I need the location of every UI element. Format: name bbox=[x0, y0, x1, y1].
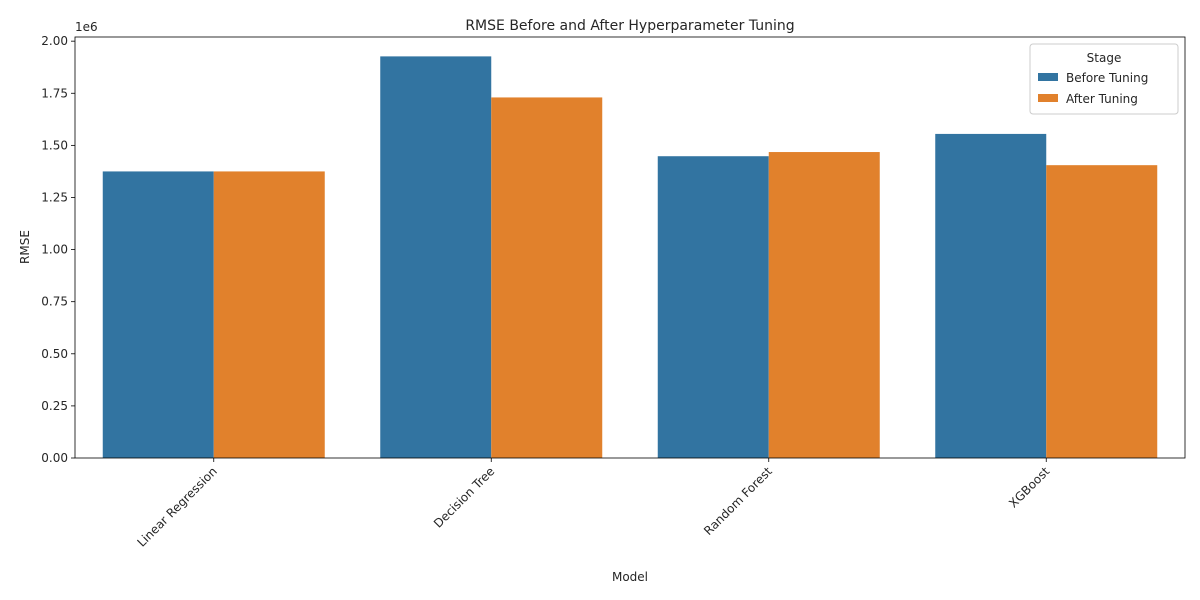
bar-before-tuning-xgboost bbox=[935, 133, 1047, 458]
y-tick-label: 0.50 bbox=[41, 347, 68, 361]
y-tick-label: 1.25 bbox=[41, 190, 68, 204]
bar-before-tuning-random-forest bbox=[657, 156, 769, 458]
y-offset-label: 1e6 bbox=[75, 20, 98, 34]
bar-after-tuning-xgboost bbox=[1046, 165, 1158, 459]
legend-label-after: After Tuning bbox=[1066, 92, 1138, 106]
y-tick-label: 0.00 bbox=[41, 451, 68, 465]
legend-label-before: Before Tuning bbox=[1066, 71, 1148, 85]
plot-frame bbox=[74, 36, 1186, 459]
y-tick-label: 0.75 bbox=[41, 295, 68, 309]
y-axis: 0.00 0.25 0.50 0.75 1.00 1.25 1.50 1.75 2.00 bbox=[41, 34, 75, 465]
legend-box bbox=[1029, 43, 1179, 115]
bar-after-tuning-linear-regression bbox=[213, 171, 325, 458]
y-tick-label: 1.00 bbox=[41, 243, 68, 257]
bar-after-tuning-random-forest bbox=[768, 152, 880, 459]
chart-title: RMSE Before and After Hyperparameter Tun… bbox=[465, 18, 794, 34]
x-tick-label: Linear Regression bbox=[134, 464, 219, 549]
bar-after-tuning-decision-tree bbox=[491, 97, 603, 458]
y-tick-label: 1.75 bbox=[41, 86, 68, 100]
bars-group bbox=[102, 56, 1158, 459]
x-tick-label: Decision Tree bbox=[431, 464, 497, 530]
y-axis-title: RMSE bbox=[18, 230, 32, 264]
y-tick-label: 0.25 bbox=[41, 399, 68, 413]
x-tick-label: XGBoost bbox=[1006, 464, 1052, 510]
x-axis: Linear Regression Decision Tree Random For… bbox=[134, 458, 1053, 550]
legend-swatch-after bbox=[1038, 94, 1058, 102]
legend-swatch-before bbox=[1038, 73, 1058, 81]
x-tick-label: Random Forest bbox=[701, 464, 775, 538]
y-tick-label: 1.50 bbox=[41, 138, 68, 152]
x-axis-title: Model bbox=[612, 570, 648, 584]
legend-title: Stage bbox=[1087, 51, 1122, 65]
legend: Stage Before Tuning After Tuning bbox=[1029, 43, 1179, 115]
bar-before-tuning-linear-regression bbox=[102, 171, 214, 458]
y-tick-label: 2.00 bbox=[41, 34, 68, 48]
bar-before-tuning-decision-tree bbox=[380, 56, 492, 459]
